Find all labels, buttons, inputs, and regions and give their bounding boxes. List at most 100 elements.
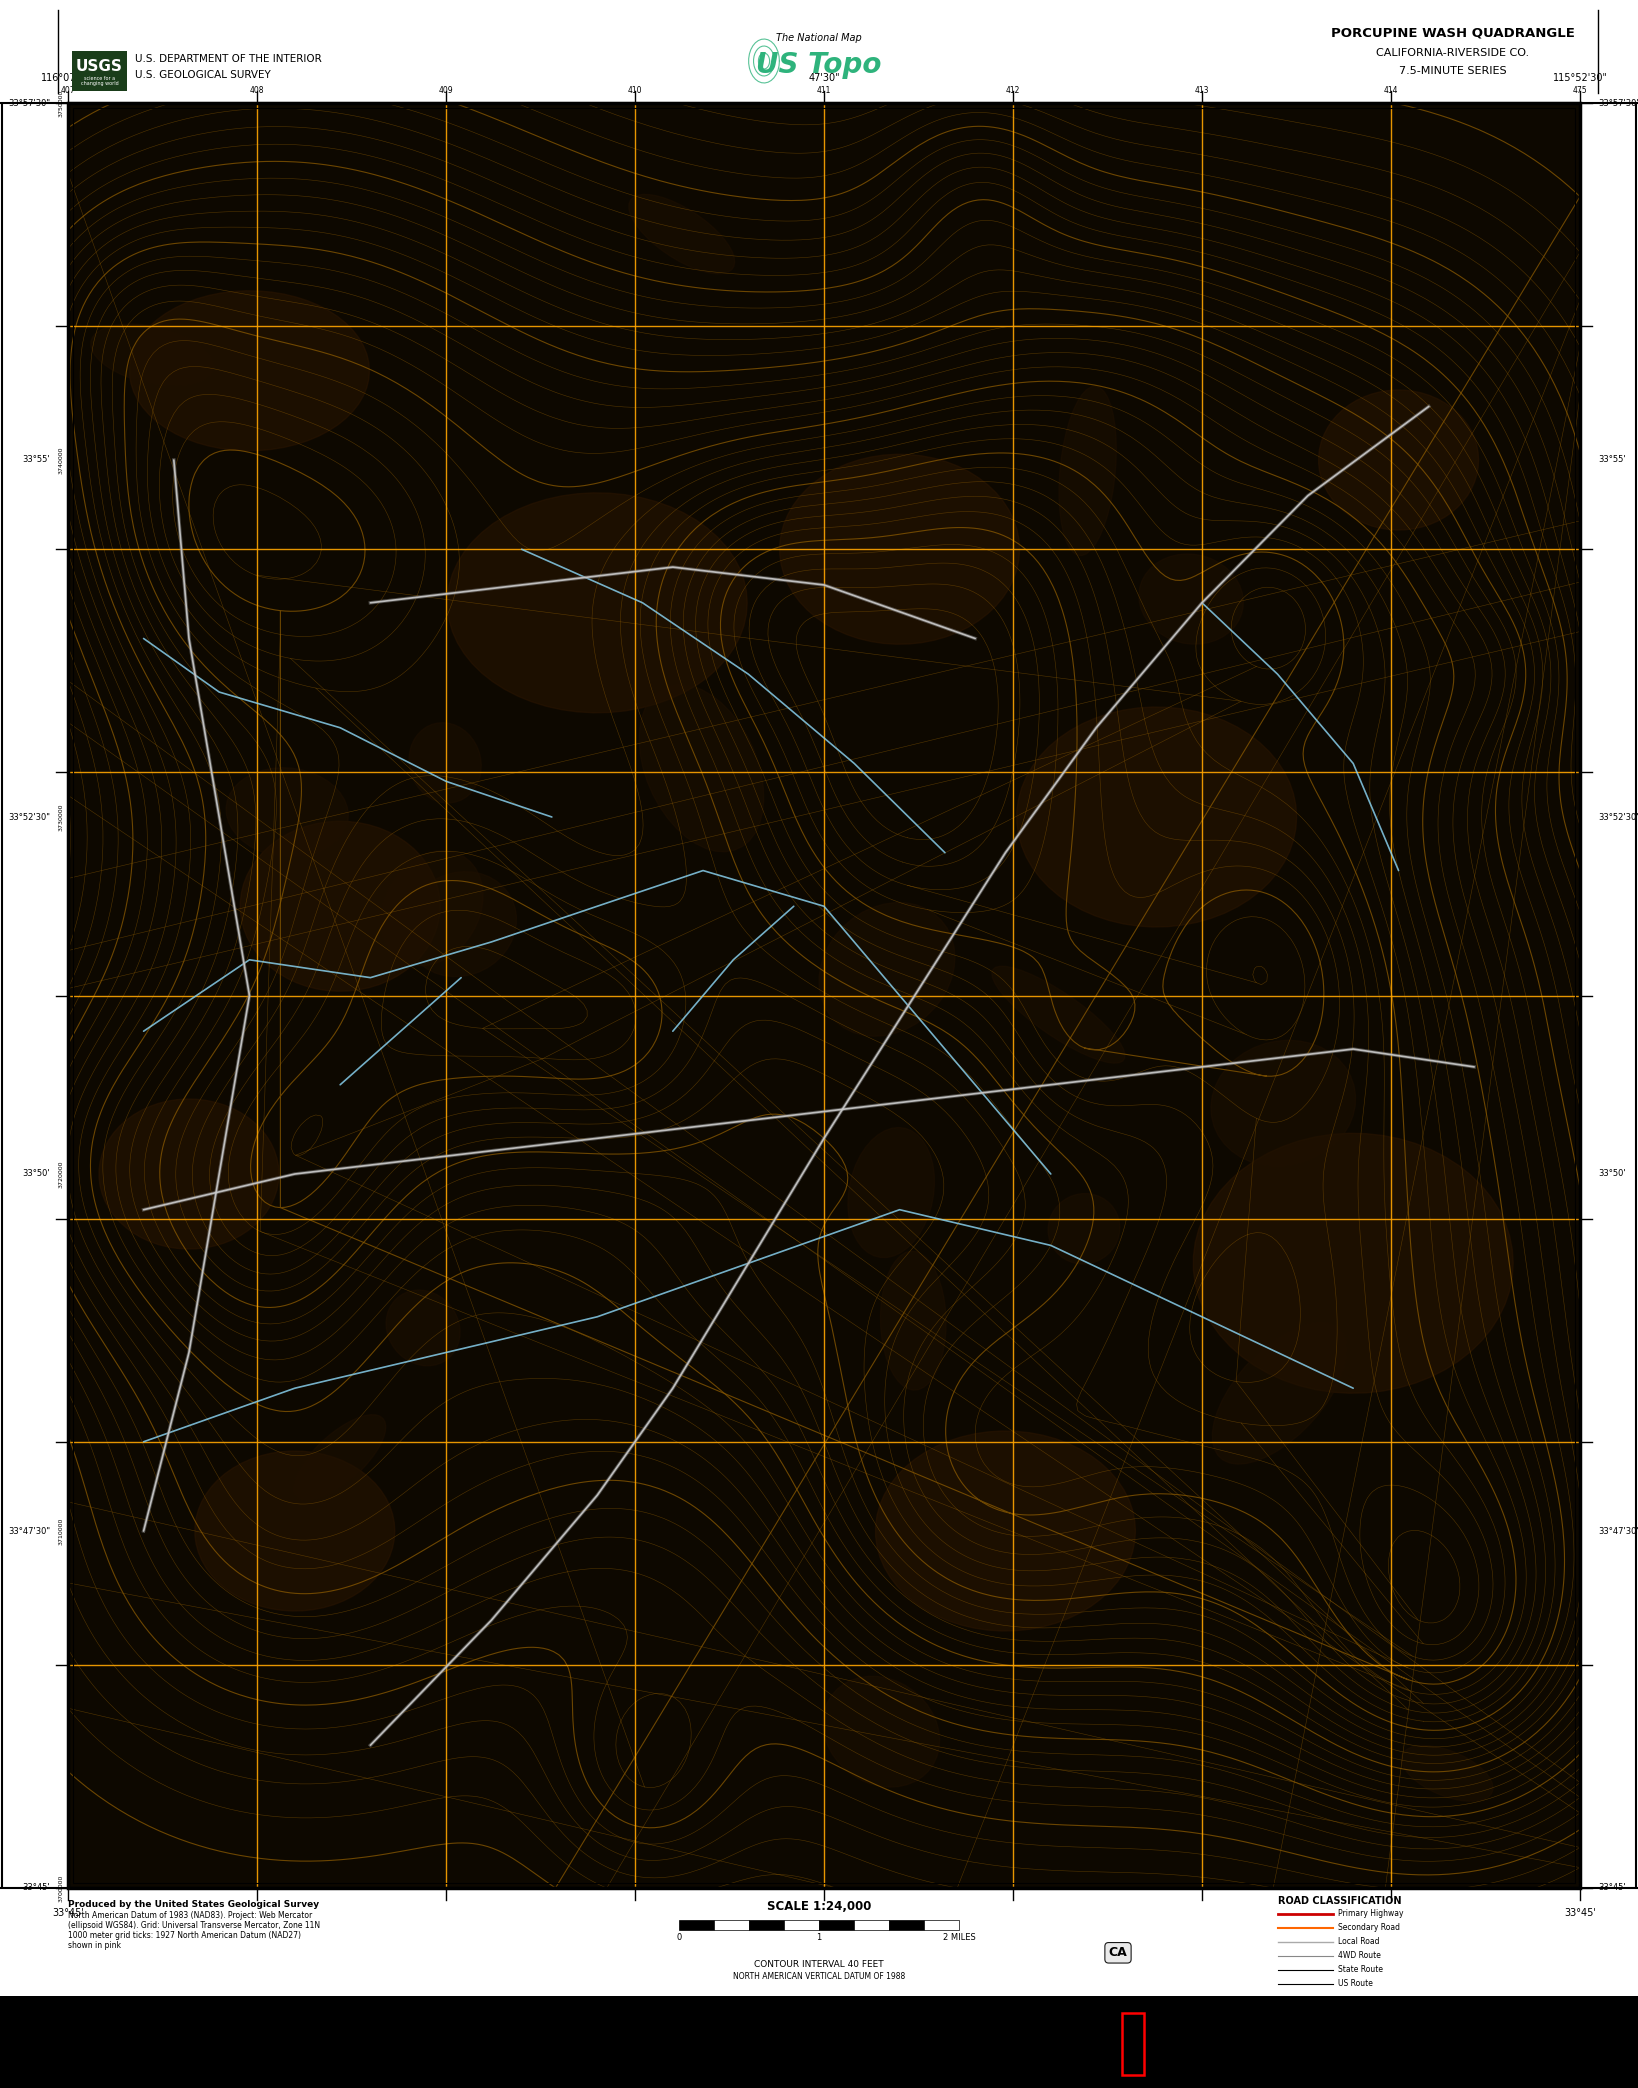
Text: 3700000: 3700000	[59, 1875, 64, 1902]
Text: 33°52'30": 33°52'30"	[1599, 812, 1638, 821]
Text: 33°57'30": 33°57'30"	[1599, 98, 1638, 106]
Text: CA: CA	[1109, 1946, 1127, 1959]
Text: 410: 410	[627, 86, 642, 94]
Polygon shape	[447, 493, 747, 712]
Text: 33°47'30": 33°47'30"	[1599, 1526, 1638, 1535]
Text: State Route: State Route	[1338, 1965, 1382, 1975]
Text: 1: 1	[816, 1933, 822, 1942]
Text: shown in pink: shown in pink	[69, 1942, 121, 1950]
Text: US Route: US Route	[1338, 1979, 1373, 1988]
Text: Primary Highway: Primary Highway	[1338, 1911, 1404, 1919]
Text: 115°52'30": 115°52'30"	[1553, 73, 1607, 84]
Bar	[74, 109, 1576, 1883]
Text: 411: 411	[817, 86, 830, 94]
Text: 33°55': 33°55'	[1599, 455, 1625, 464]
Text: 408: 408	[249, 86, 264, 94]
Text: 3710000: 3710000	[59, 1518, 64, 1545]
Polygon shape	[129, 290, 370, 451]
Polygon shape	[1048, 1194, 1120, 1263]
Polygon shape	[380, 850, 483, 965]
Text: CONTOUR INTERVAL 40 FEET: CONTOUR INTERVAL 40 FEET	[753, 1961, 885, 1969]
Polygon shape	[780, 455, 1019, 645]
Text: 33°45': 33°45'	[1599, 1883, 1625, 1892]
Text: 4WD Route: 4WD Route	[1338, 1952, 1381, 1961]
Polygon shape	[881, 1251, 947, 1391]
Bar	[0, 0, 1638, 102]
Text: 33°52'30": 33°52'30"	[8, 812, 51, 821]
Bar	[680, 1921, 714, 1929]
Polygon shape	[1060, 386, 1117, 555]
Text: 412: 412	[1006, 86, 1020, 94]
Text: 3740000: 3740000	[59, 447, 64, 474]
Text: CALIFORNIA-RIVERSIDE CO.: CALIFORNIA-RIVERSIDE CO.	[1376, 48, 1530, 58]
Text: 33°45': 33°45'	[1564, 1908, 1595, 1919]
Text: 7.5-MINUTE SERIES: 7.5-MINUTE SERIES	[1399, 67, 1507, 75]
Polygon shape	[90, 324, 215, 386]
Polygon shape	[822, 1677, 940, 1787]
Text: 3750000: 3750000	[59, 90, 64, 117]
Polygon shape	[1017, 708, 1297, 927]
Polygon shape	[410, 722, 482, 804]
Text: SCALE 1:24,000: SCALE 1:24,000	[767, 1900, 871, 1913]
Text: 414: 414	[1384, 86, 1399, 94]
Polygon shape	[876, 1430, 1135, 1631]
Text: 2 MILES: 2 MILES	[942, 1933, 975, 1942]
Text: 33°55': 33°55'	[23, 455, 51, 464]
Text: 3730000: 3730000	[59, 804, 64, 831]
Text: Local Road: Local Road	[1338, 1938, 1379, 1946]
Polygon shape	[405, 871, 516, 977]
Text: North American Datum of 1983 (NAD83). Project: Web Mercator: North American Datum of 1983 (NAD83). Pr…	[69, 1911, 313, 1921]
Text: PORCUPINE WASH QUADRANGLE: PORCUPINE WASH QUADRANGLE	[1332, 27, 1576, 40]
Bar	[924, 1921, 958, 1929]
Text: 1000 meter grid ticks: 1927 North American Datum (NAD27): 1000 meter grid ticks: 1927 North Americ…	[69, 1931, 301, 1940]
Bar	[0, 1996, 1638, 2088]
Polygon shape	[195, 1451, 395, 1612]
Text: The National Map: The National Map	[776, 33, 862, 44]
Bar	[714, 1921, 749, 1929]
Polygon shape	[819, 902, 955, 1036]
Polygon shape	[993, 967, 1125, 1063]
Text: science for a
changing world: science for a changing world	[80, 75, 118, 86]
Text: 33°50': 33°50'	[1599, 1169, 1625, 1178]
Text: USGS: USGS	[75, 58, 123, 73]
Text: 407: 407	[61, 86, 75, 94]
Text: (ellipsoid WGS84). Grid: Universal Transverse Mercator, Zone 11N: (ellipsoid WGS84). Grid: Universal Trans…	[69, 1921, 319, 1929]
Polygon shape	[1210, 1040, 1356, 1167]
Bar	[72, 50, 128, 92]
Polygon shape	[387, 1290, 460, 1366]
Polygon shape	[1212, 1322, 1348, 1464]
Text: 33°45': 33°45'	[23, 1883, 51, 1892]
Text: US Topo: US Topo	[757, 50, 881, 79]
Text: U.S. GEOLOGICAL SURVEY: U.S. GEOLOGICAL SURVEY	[134, 71, 270, 79]
Bar	[1122, 2013, 1143, 2075]
Polygon shape	[639, 685, 763, 852]
Text: U.S. DEPARTMENT OF THE INTERIOR: U.S. DEPARTMENT OF THE INTERIOR	[134, 54, 321, 65]
Bar	[853, 1921, 889, 1929]
Polygon shape	[241, 821, 441, 992]
Text: NORTH AMERICAN VERTICAL DATUM OF 1988: NORTH AMERICAN VERTICAL DATUM OF 1988	[732, 1971, 906, 1982]
Polygon shape	[1194, 1134, 1514, 1393]
Polygon shape	[226, 768, 349, 858]
Text: 33°47'30": 33°47'30"	[8, 1526, 51, 1535]
Bar	[785, 1921, 819, 1929]
Text: 33°57'30": 33°57'30"	[8, 98, 51, 106]
Text: ROAD CLASSIFICATION: ROAD CLASSIFICATION	[1278, 1896, 1402, 1906]
Bar	[749, 1921, 785, 1929]
Text: 116°07'30": 116°07'30"	[41, 73, 95, 84]
Polygon shape	[848, 1128, 934, 1257]
Bar	[819, 1921, 853, 1929]
Text: 33°50': 33°50'	[23, 1169, 51, 1178]
Polygon shape	[1402, 1746, 1492, 1802]
Text: 33°45': 33°45'	[52, 1908, 84, 1919]
Polygon shape	[98, 1098, 278, 1249]
Text: 409: 409	[439, 86, 454, 94]
Bar	[889, 1921, 924, 1929]
Bar	[0, 1888, 1638, 1996]
Text: 0: 0	[676, 1933, 681, 1942]
Polygon shape	[1319, 390, 1479, 530]
Polygon shape	[629, 194, 735, 274]
Bar	[69, 102, 1581, 1888]
Bar	[69, 102, 1581, 1888]
Text: Secondary Road: Secondary Road	[1338, 1923, 1400, 1933]
Text: 413: 413	[1194, 86, 1209, 94]
